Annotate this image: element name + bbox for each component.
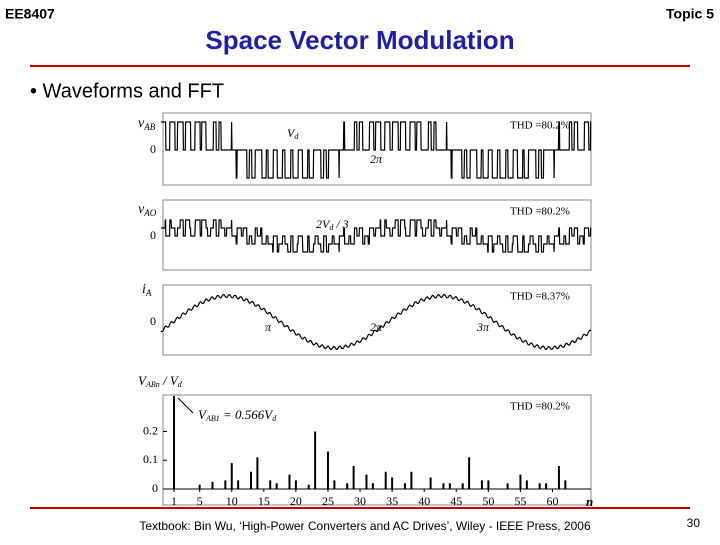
x-tick-label: 40: [418, 494, 430, 508]
bar: [545, 483, 548, 489]
bar: [256, 457, 259, 489]
title: Space Vector Modulation: [205, 25, 514, 55]
x-tick-label: 45: [450, 494, 462, 508]
course: EE8407: [5, 6, 55, 22]
annot: Vd: [287, 126, 299, 141]
annot: 2Vd / 3: [316, 217, 349, 232]
arrow: [177, 397, 194, 414]
bar: [564, 480, 567, 489]
bar: [461, 483, 464, 489]
zero: 0: [150, 142, 156, 156]
bar: [480, 480, 483, 489]
bar: [525, 480, 528, 489]
axis-label: vAO: [138, 202, 157, 218]
waveform: [161, 121, 592, 179]
annot: 3π: [476, 320, 490, 334]
x-label: n: [586, 494, 593, 509]
bar: [198, 484, 201, 489]
bar: [307, 484, 310, 489]
zero: 0: [150, 228, 156, 242]
annot: 2π: [370, 320, 383, 334]
bar: [487, 480, 490, 489]
x-tick-label: 25: [322, 494, 334, 508]
bar: [410, 471, 413, 489]
bar: [442, 483, 445, 489]
bar: [173, 396, 175, 489]
x-tick-label: 35: [386, 494, 398, 508]
bar: [519, 474, 522, 489]
bar: [391, 477, 394, 489]
x-tick-label: 20: [290, 494, 302, 508]
x-tick-label: 55: [514, 494, 526, 508]
x-tick-label: 30: [354, 494, 366, 508]
bar: [538, 483, 541, 489]
bar: [371, 483, 374, 489]
y-tick-label: 0: [152, 481, 158, 495]
x-tick-label: 60: [547, 494, 559, 508]
waveform: [160, 294, 592, 350]
bar: [448, 483, 451, 489]
bar: [468, 457, 471, 489]
panel: [162, 284, 592, 356]
y-tick-label: 0.1: [143, 452, 158, 466]
annot: π: [265, 320, 272, 334]
axis-label: VABn / Vd: [138, 373, 183, 389]
bar: [365, 474, 368, 489]
x-tick-label: 10: [226, 494, 238, 508]
waveform: [161, 219, 592, 253]
bar: [275, 483, 278, 489]
axis-label: iA: [142, 282, 152, 298]
bar: [237, 480, 240, 489]
bar: [288, 474, 291, 489]
panel: [162, 394, 592, 506]
bar: [230, 463, 233, 489]
bar: [294, 480, 297, 489]
bar: [346, 483, 349, 489]
x-tick-label: 15: [258, 494, 270, 508]
bar: [326, 451, 329, 489]
bar: [429, 477, 432, 489]
bar: [224, 480, 227, 489]
bar: [384, 471, 387, 489]
bar: [211, 481, 214, 489]
bar: [352, 466, 355, 489]
thd: THD =80.2%: [510, 401, 570, 413]
bar: [557, 466, 560, 489]
bar: [269, 480, 272, 489]
thd: THD =80.2%: [510, 206, 570, 218]
x-tick-label: 5: [197, 494, 203, 508]
topic: Topic 5: [666, 6, 714, 22]
bar: [249, 471, 252, 489]
thd: THD =8.37%: [510, 291, 570, 303]
bar: [333, 480, 336, 489]
axis-label: vAB: [138, 116, 156, 132]
x-tick-label: 50: [482, 494, 494, 508]
bar: [314, 431, 317, 489]
zero: 0: [150, 314, 156, 328]
thd: THD =80.2%: [510, 120, 570, 132]
annot: VAB1 = 0.566Vd: [198, 407, 277, 423]
page-number: 30: [687, 516, 701, 530]
bar: [506, 483, 509, 489]
y-tick-label: 0.2: [143, 423, 158, 437]
bullet: • Waveforms and FFT: [30, 80, 224, 102]
x-tick-label: 1: [171, 494, 177, 508]
source: Textbook: Bin Wu, ‘High-Power Converters…: [139, 519, 591, 533]
annot: 2π: [370, 152, 383, 166]
bar: [403, 483, 406, 489]
